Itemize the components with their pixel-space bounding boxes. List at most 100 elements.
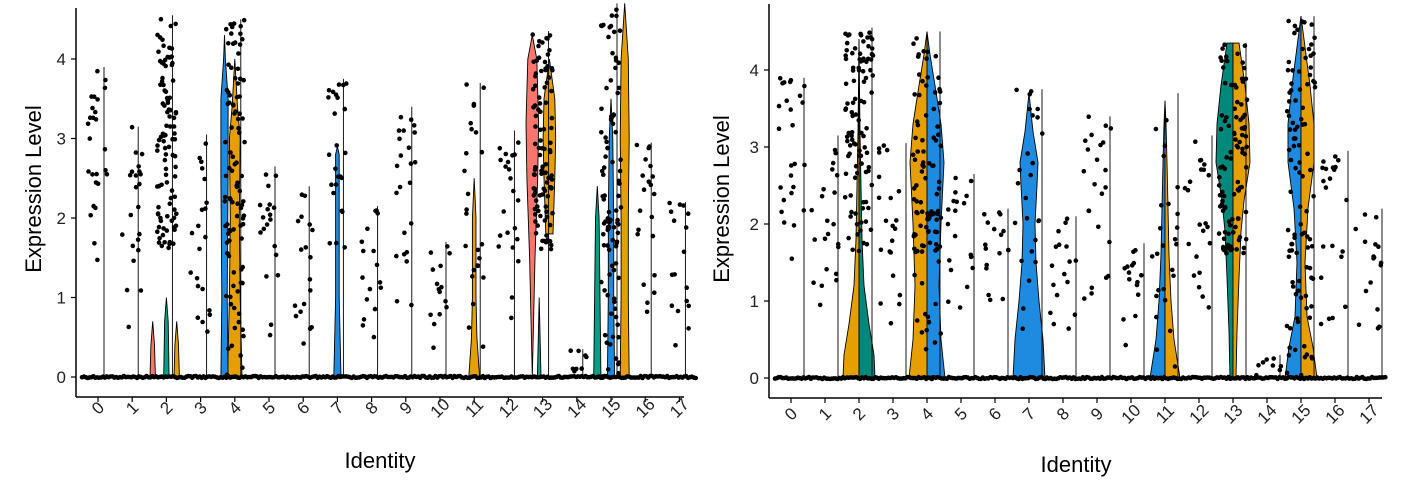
point-left-17-4 (668, 209, 674, 214)
point-right-2-77 (858, 228, 863, 233)
point-left-5-6 (273, 173, 279, 179)
point-right-5-3 (968, 254, 974, 260)
point-left-15-98 (601, 232, 606, 237)
x-tick-label-left-12: 12 (495, 395, 522, 422)
point-right-16-11 (1336, 158, 1341, 163)
point-left-6-1 (307, 222, 313, 227)
point-right-2-79 (848, 214, 853, 219)
point-left-5-5 (267, 332, 273, 338)
point-right-0-24 (801, 208, 807, 213)
point-right-4-45 (938, 215, 944, 220)
point-right-2-60 (850, 113, 855, 119)
point-right-11-23 (1153, 126, 1159, 132)
point-right-4-13 (921, 149, 926, 154)
point-right-2-17 (843, 81, 849, 87)
point-right-5-14 (945, 221, 951, 227)
point-right-11-0 (1172, 237, 1178, 242)
point-left-13-97 (536, 107, 541, 112)
point-right-12-6 (1197, 270, 1202, 276)
point-left-13-57 (539, 168, 544, 173)
point-left-2-75 (162, 88, 167, 93)
violin-left-1 (163, 297, 170, 378)
point-right-6-0 (1000, 296, 1006, 302)
point-left-2-90 (161, 43, 166, 48)
point-right-2-46 (844, 40, 850, 46)
point-right-17-12 (1371, 254, 1376, 259)
point-right-3-17 (897, 292, 903, 298)
point-right-4-83 (926, 319, 932, 325)
point-right-13-65 (1237, 234, 1243, 240)
point-left-6-9 (292, 303, 298, 309)
point-right-4-24 (924, 83, 929, 88)
point-right-7-3 (1033, 259, 1038, 265)
point-right-1-17 (819, 194, 825, 199)
point-left-7-17 (333, 166, 338, 172)
point-left-13-78 (544, 214, 550, 220)
point-left-15-99 (612, 299, 617, 305)
point-right-13-82 (1222, 80, 1228, 86)
point-left-2-8 (158, 16, 164, 22)
point-right-13-7 (1220, 46, 1225, 51)
point-left-2-91 (165, 214, 170, 219)
point-left-13-82 (533, 124, 538, 129)
point-right-13-25 (1222, 42, 1227, 47)
point-right-7-23 (1036, 218, 1041, 224)
point-right-4-92 (914, 183, 919, 188)
point-left-5-0 (265, 207, 271, 212)
point-left-15-89 (614, 239, 620, 245)
point-right-2-66 (865, 35, 870, 40)
point-right-15-81 (1296, 143, 1302, 148)
point-left-2-89 (171, 115, 177, 121)
point-right-0-4 (778, 185, 783, 190)
point-left-6-8 (295, 218, 301, 224)
point-left-2-74 (155, 32, 160, 38)
point-left-2-67 (171, 241, 176, 246)
point-left-4-39 (240, 36, 245, 42)
point-left-2-22 (162, 240, 167, 245)
point-left-13-13 (539, 68, 544, 74)
point-left-13-11 (549, 173, 554, 178)
point-right-15-41 (1292, 232, 1297, 237)
point-right-2-50 (863, 169, 869, 175)
point-left-8-16 (364, 297, 370, 302)
point-right-1-19 (832, 190, 837, 195)
point-left-2-51 (164, 123, 169, 129)
point-right-11-21 (1172, 364, 1178, 369)
point-right-15-26 (1297, 170, 1302, 175)
point-right-13-67 (1236, 216, 1241, 222)
point-left-15-42 (602, 288, 607, 293)
point-left-3-4 (200, 286, 205, 292)
point-right-4-25 (936, 179, 942, 185)
point-left-10-5 (431, 345, 436, 351)
point-right-4-81 (919, 281, 925, 286)
point-right-4-75 (937, 244, 943, 249)
point-left-11-13 (463, 243, 468, 249)
point-left-4-14 (226, 41, 231, 46)
point-left-4-82 (229, 125, 234, 130)
point-left-13-74 (540, 192, 545, 197)
point-right-15-49 (1286, 147, 1292, 153)
x-axis-title-right: Identity (1041, 452, 1112, 477)
y-tick-label-right-2: 2 (750, 215, 759, 234)
point-right-12-15 (1185, 187, 1191, 193)
point-right-9-8 (1081, 169, 1087, 174)
point-left-5-14 (263, 172, 269, 177)
point-right-17-zero-17 (1383, 374, 1388, 380)
point-right-15-91 (1295, 27, 1300, 32)
point-left-4-50 (223, 223, 228, 229)
point-left-8-10 (367, 286, 373, 292)
point-left-2-39 (160, 232, 166, 238)
point-right-4-26 (919, 249, 925, 254)
point-left-15-92 (601, 197, 607, 202)
point-left-2-84 (172, 194, 178, 200)
point-left-15-63 (606, 247, 612, 253)
point-left-10-6 (434, 281, 440, 287)
point-left-9-13 (398, 153, 404, 158)
x-tick-label-right-10: 10 (1118, 401, 1145, 428)
point-left-13-1 (536, 95, 542, 100)
point-right-13-39 (1240, 60, 1245, 65)
point-right-9-17 (1085, 147, 1091, 152)
point-left-15-48 (606, 209, 612, 215)
point-right-15-78 (1296, 69, 1302, 74)
point-right-2-25 (850, 50, 855, 56)
